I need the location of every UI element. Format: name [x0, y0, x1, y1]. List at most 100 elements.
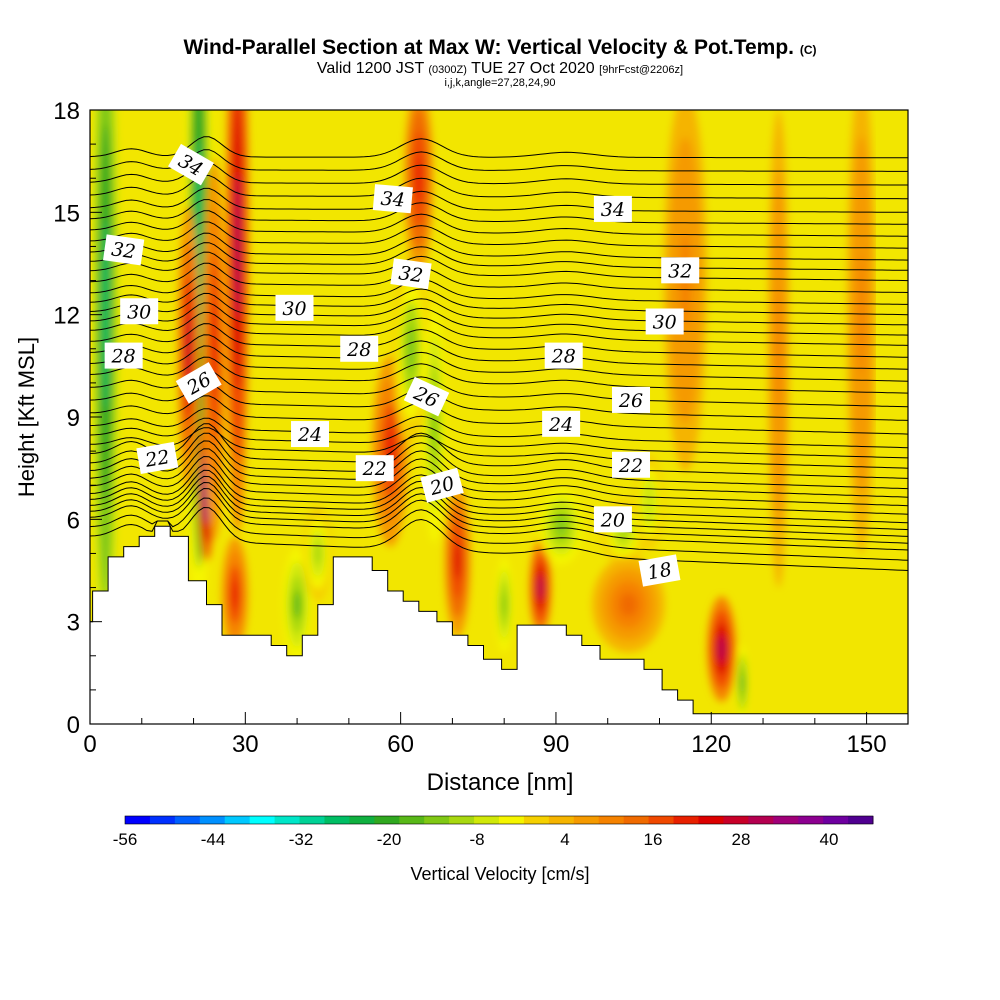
contour-label: 26 [612, 386, 651, 413]
contour-label: 28 [340, 335, 379, 362]
velocity-cell [555, 516, 567, 536]
isentrope [90, 136, 908, 159]
contour-label-box [645, 308, 684, 335]
contour-label-box [104, 342, 143, 369]
contour-label-text: 32 [397, 262, 424, 287]
colorbar-swatch [623, 816, 650, 824]
isentrope [90, 311, 908, 346]
contour-label: 18 [638, 554, 681, 587]
contour-label-box [275, 294, 314, 321]
isentrope [90, 199, 908, 225]
grid-indices: i,j,k,angle=27,28,24,90 [444, 77, 556, 89]
colorbar-tick-label: 40 [820, 830, 839, 849]
velocity-cell [234, 174, 241, 319]
contour-label-box [544, 342, 583, 369]
colorbar-label: Vertical Velocity [cm/s] [410, 864, 589, 884]
valid-utc: (0300Z) [428, 64, 467, 76]
colorbar-tick-label: -44 [201, 830, 226, 849]
contour-label-text: 30 [282, 298, 306, 320]
velocity-cell [537, 575, 544, 600]
colorbar-swatch [324, 816, 350, 824]
contour-label: 32 [661, 257, 700, 284]
contour-label-box [136, 441, 179, 475]
colorbar-swatch [424, 816, 450, 824]
colorbar-swatch [474, 816, 500, 824]
y-tick-label: 15 [53, 200, 80, 227]
contour-label: 32 [103, 234, 145, 266]
colorbar-frame [124, 815, 874, 825]
colorbar-swatch [499, 816, 525, 824]
contour-label: 30 [275, 294, 314, 321]
contour-label-text: 30 [653, 311, 677, 333]
contour-label-box [661, 257, 700, 284]
contour-label-box [372, 184, 413, 214]
isentrope [90, 497, 908, 561]
isentrope [90, 463, 908, 524]
isentrope [90, 448, 908, 507]
velocity-cell [185, 312, 192, 385]
title-main: Wind-Parallel Section at Max W: Vertical… [183, 36, 794, 59]
x-tick-label: 30 [232, 731, 259, 758]
contour-label-box [390, 258, 432, 290]
colorbar-tick-label: -20 [377, 830, 402, 849]
isentrope [90, 475, 908, 537]
colorbar-tick-label: 28 [732, 830, 751, 849]
colorbar-swatch [125, 816, 151, 824]
velocity-cell [454, 541, 461, 580]
colorbar-swatch [449, 816, 475, 824]
isentrope [90, 187, 908, 213]
contour-label-text: 26 [618, 390, 643, 412]
colorbar-swatch [274, 816, 301, 824]
contour-label-box [291, 421, 330, 448]
colorbar-tick-label: 16 [644, 830, 663, 849]
isentrope [90, 369, 908, 408]
colorbar-tick-label: 4 [560, 830, 569, 849]
colorbar-swatch [174, 816, 201, 824]
velocity-cell [502, 592, 507, 617]
colorbar-swatch [249, 816, 276, 824]
contour-label-text: 32 [110, 238, 137, 263]
y-tick-label: 3 [67, 610, 80, 637]
axes: 0 30 60 90 120 150 0 3 6 9 12 15 18 [53, 98, 886, 758]
velocity-cell [406, 324, 416, 373]
y-tick-label: 0 [67, 712, 80, 739]
colorbar-swatch [523, 816, 550, 824]
colorbar-tick-label: -8 [469, 830, 484, 849]
contour-label-text: 20 [600, 509, 625, 531]
contour-label-text: 28 [111, 346, 136, 368]
contour-label-text: 28 [346, 339, 371, 361]
velocity-cell [314, 541, 322, 566]
contour-label-box [403, 376, 450, 417]
colorbar-swatch [349, 816, 375, 824]
contour-label: 34 [372, 184, 413, 214]
contour-label-text: 34 [601, 199, 625, 221]
x-tick-label: 150 [847, 731, 887, 758]
contour-label-text: 18 [646, 559, 674, 585]
contour-label-text: 28 [551, 346, 576, 368]
isentrope [90, 302, 908, 336]
velocity-cell [740, 673, 744, 693]
contour-label: 22 [612, 451, 651, 478]
isentrope [90, 221, 908, 249]
x-axis-label: Distance [nm] [427, 769, 574, 796]
contour-label: 28 [544, 342, 583, 369]
isentrope [90, 323, 908, 358]
y-tick-label: 12 [53, 303, 80, 330]
velocity-cell [645, 490, 653, 515]
colorbar: -56 -44 -32 -20 -8 4 16 28 40 [113, 815, 874, 849]
x-tick-label: 60 [387, 731, 414, 758]
isentrope [90, 423, 908, 479]
contour-label-text: 34 [380, 188, 406, 212]
contour-label-text: 32 [668, 260, 692, 282]
isentrope [90, 481, 908, 544]
contour-label-text: 24 [548, 414, 573, 436]
chart-subtitle: Valid 1200 JST (0300Z) TUE 27 Oct 2020 [… [0, 60, 1000, 78]
valid-date: TUE 27 Oct 2020 [471, 60, 595, 77]
isentrope [90, 274, 908, 305]
contour-label-box [593, 506, 632, 533]
colorbar-swatch [598, 816, 625, 824]
isentrope [90, 345, 908, 382]
isentrope [90, 427, 908, 469]
isentrope [90, 334, 908, 370]
y-tick-label: 6 [67, 507, 80, 534]
